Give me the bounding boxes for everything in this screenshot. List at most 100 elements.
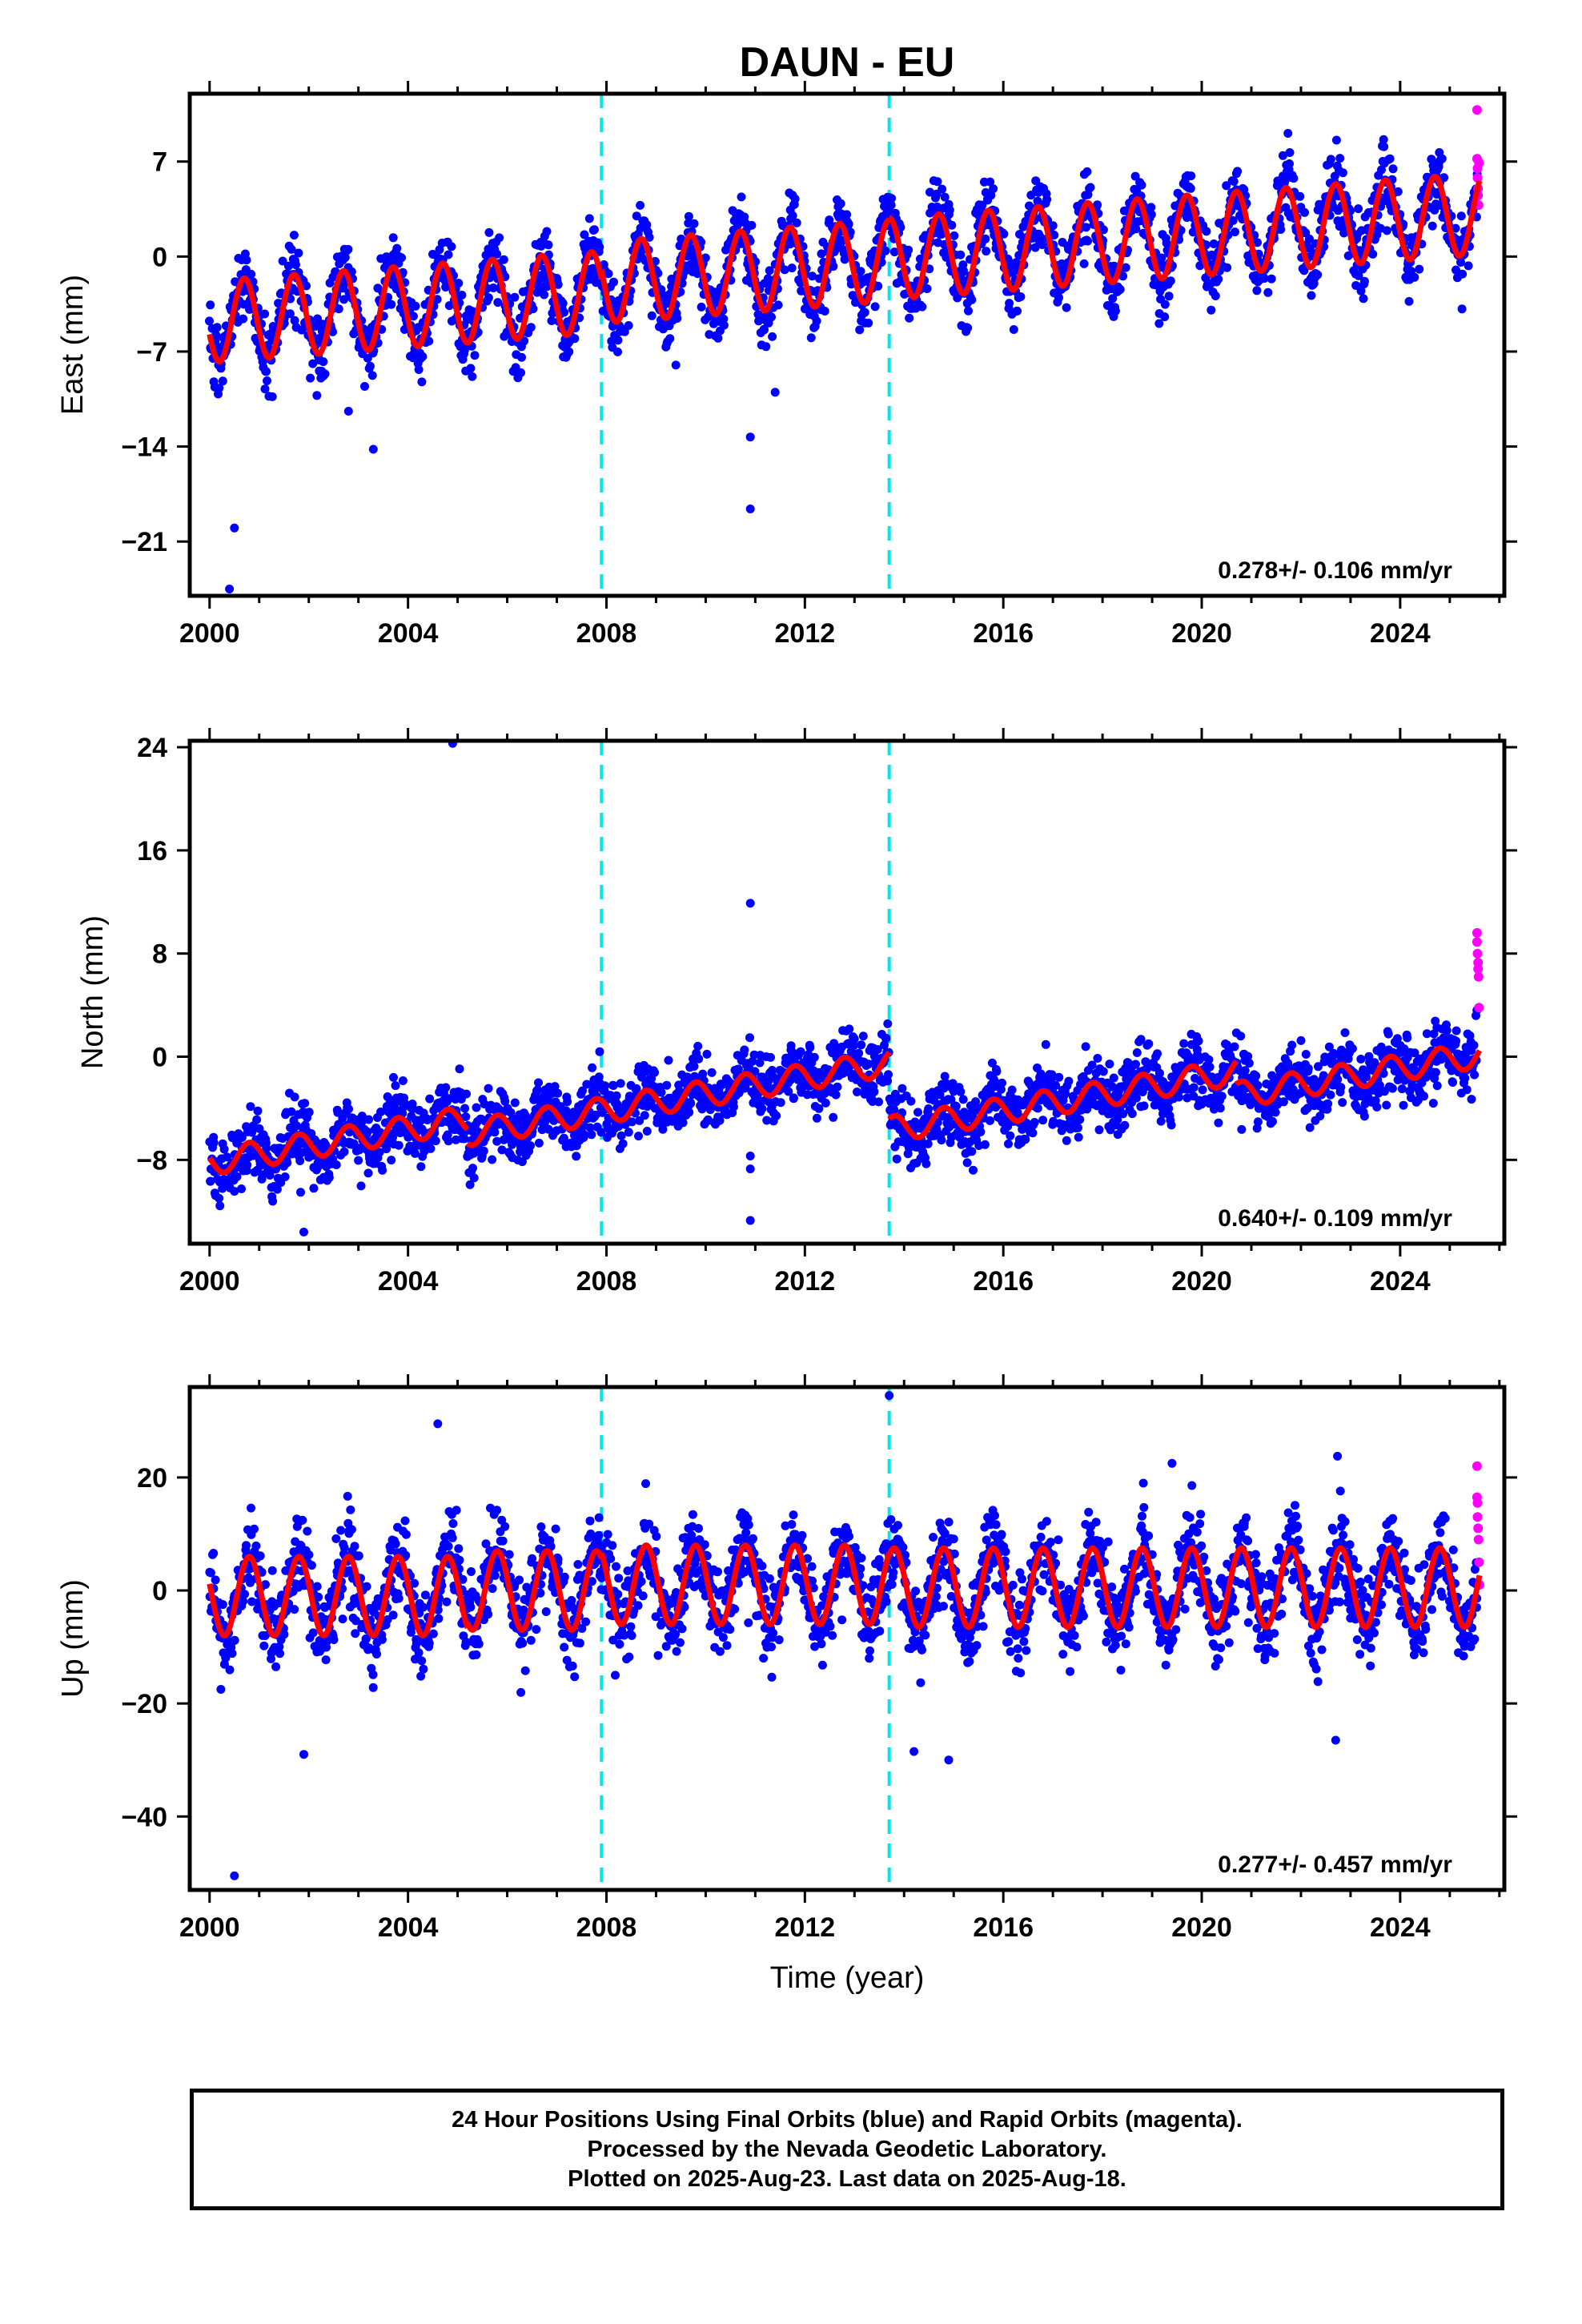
north-final-orbit-point <box>650 1068 659 1077</box>
north-final-orbit-point <box>331 1160 341 1169</box>
east-final-orbit-point <box>1356 286 1366 296</box>
north-final-orbit-point <box>729 1102 738 1112</box>
east-final-orbit-point <box>1160 300 1170 309</box>
north-final-orbit-point <box>1118 1082 1127 1092</box>
north-final-orbit-point <box>1356 1055 1366 1063</box>
north-final-orbit-point <box>1287 1040 1297 1050</box>
north-final-orbit-point <box>462 1089 471 1099</box>
north-final-orbit-point <box>296 1188 305 1197</box>
east-final-orbit-point <box>560 308 569 317</box>
north-final-orbit-point <box>517 1157 527 1167</box>
east-final-orbit-point <box>239 314 248 324</box>
north-final-orbit-point <box>578 1086 587 1096</box>
north-final-orbit-point <box>1403 1033 1412 1043</box>
north-final-orbit-point <box>940 1072 950 1081</box>
east-final-orbit-point <box>917 302 927 312</box>
east-y-tick-label: −7 <box>136 337 167 368</box>
north-final-orbit-point <box>906 1096 916 1106</box>
north-final-orbit-point <box>884 1070 893 1080</box>
east-final-orbit-point <box>1229 177 1239 186</box>
east-final-orbit-point <box>215 384 224 393</box>
east-final-orbit-point <box>1228 215 1238 225</box>
east-final-orbit-point <box>1009 325 1018 334</box>
north-final-orbit-point <box>468 1164 477 1173</box>
east-final-orbit-point <box>609 277 618 287</box>
east-final-orbit-point <box>278 256 287 266</box>
north-final-orbit-point <box>455 1064 464 1074</box>
east-final-orbit-point <box>1385 154 1395 163</box>
north-final-orbit-point <box>1452 1036 1461 1046</box>
north-final-orbit-point <box>1007 1085 1017 1095</box>
east-final-orbit-point <box>1137 180 1146 190</box>
north-final-orbit-point <box>492 1136 502 1146</box>
north-final-orbit-point <box>971 1097 981 1107</box>
east-final-orbit-point <box>553 279 563 289</box>
east-model-curve <box>887 173 1483 300</box>
north-final-orbit-point <box>1136 1035 1146 1044</box>
north-final-orbit-point <box>1359 1112 1369 1121</box>
north-final-orbit-point <box>1217 1092 1227 1101</box>
north-final-orbit-point <box>1359 1065 1368 1075</box>
north-final-orbit-point <box>1469 1040 1479 1050</box>
north-final-orbit-point <box>1214 1118 1223 1128</box>
north-final-orbit-point <box>1003 1122 1013 1131</box>
north-final-orbit-point <box>990 1076 999 1086</box>
north-final-orbit-point <box>469 1173 479 1183</box>
north-final-orbit-point <box>686 1099 696 1108</box>
east-final-orbit-point <box>1267 274 1276 283</box>
north-y-tick-label: 8 <box>152 939 167 970</box>
east-final-orbit-point <box>773 300 783 310</box>
east-final-orbit-point <box>306 373 315 383</box>
east-final-orbit-point <box>1359 276 1369 286</box>
north-rapid-orbit-point <box>1472 927 1482 938</box>
north-model-curve <box>207 1106 470 1176</box>
east-final-orbit-point <box>887 194 896 203</box>
north-final-orbit-point <box>745 1033 754 1043</box>
north-final-orbit-point <box>460 1104 470 1113</box>
north-final-orbit-point <box>1462 1085 1472 1095</box>
north-final-orbit-point <box>923 1139 933 1148</box>
north-final-orbit-point <box>821 1098 830 1108</box>
north-final-orbit-point <box>1030 1118 1039 1127</box>
east-final-orbit-point <box>260 309 270 319</box>
east-final-orbit-point <box>1313 270 1323 279</box>
north-final-orbit-point <box>344 1104 353 1114</box>
east-final-orbit-point <box>873 281 883 291</box>
north-final-orbit-point <box>1064 1076 1074 1086</box>
north-final-orbit-point <box>533 1085 542 1095</box>
east-final-orbit-point <box>1259 274 1269 283</box>
east-model-curve <box>598 217 892 325</box>
east-final-orbit-point <box>488 283 498 292</box>
north-final-orbit-point <box>230 1187 239 1196</box>
east-final-orbit-point <box>468 372 477 381</box>
east-final-orbit-point <box>1146 203 1156 212</box>
north-final-orbit-point <box>444 1136 453 1146</box>
north-final-orbit-point <box>472 1103 481 1112</box>
east-final-orbit-point <box>1160 312 1170 322</box>
north-final-orbit-point <box>814 1104 824 1113</box>
north-final-orbit-point <box>1243 1051 1253 1061</box>
north-final-orbit-point <box>1303 1063 1313 1073</box>
north-final-orbit-point <box>766 1052 775 1062</box>
north-final-orbit-point <box>1379 1069 1388 1078</box>
east-final-orbit-point <box>263 376 271 385</box>
north-final-orbit-point <box>394 1140 404 1150</box>
east-final-orbit-point <box>644 232 654 242</box>
east-final-orbit-point <box>986 191 996 200</box>
east-final-orbit-point <box>1295 191 1305 201</box>
north-final-orbit-point <box>913 1108 922 1117</box>
east-final-orbit-point <box>817 249 826 259</box>
east-final-orbit-point <box>206 300 215 310</box>
north-final-orbit-point <box>757 1104 767 1113</box>
east-final-orbit-point <box>956 250 966 259</box>
east-final-orbit-point <box>926 187 934 197</box>
east-final-orbit-point <box>889 247 899 257</box>
north-final-orbit-point <box>1118 1109 1128 1119</box>
east-final-orbit-point <box>212 323 222 332</box>
east-y-tick-label: −21 <box>121 527 167 557</box>
east-final-orbit-point <box>1154 319 1164 328</box>
east-final-orbit-point <box>747 220 757 230</box>
north-final-orbit-point <box>280 1172 290 1181</box>
east-final-orbit-point <box>1434 162 1443 171</box>
east-final-orbit-point <box>1331 135 1341 145</box>
